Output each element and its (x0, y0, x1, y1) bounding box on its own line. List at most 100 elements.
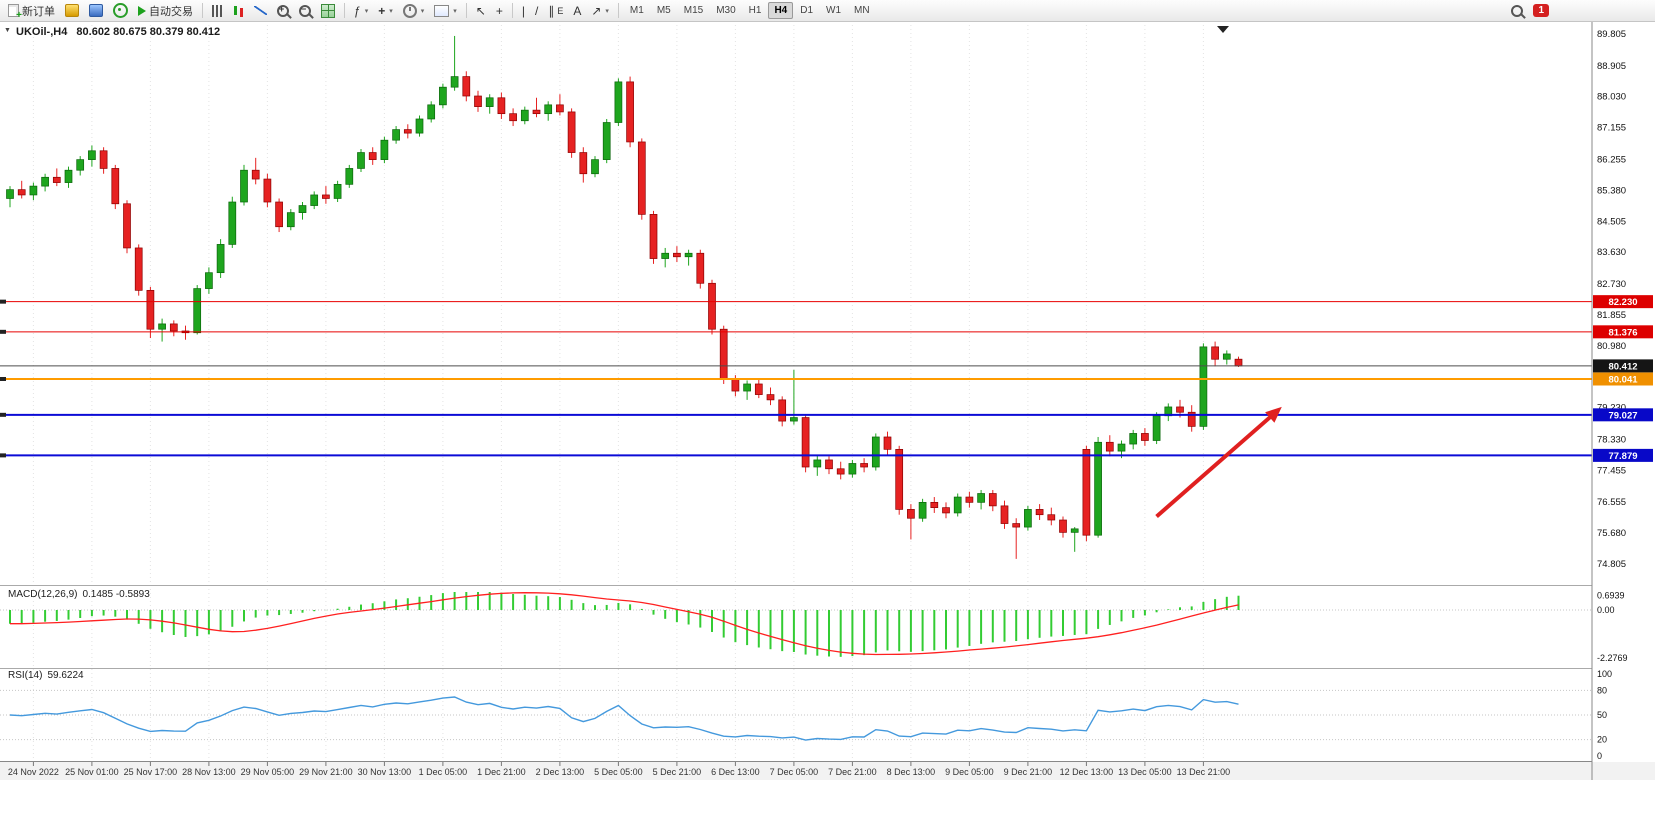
time-label: 25 Nov 17:00 (124, 767, 178, 777)
candlestick (216, 244, 225, 274)
rsi-tick-label: 20 (1597, 735, 1607, 745)
price-tick-label: 85.380 (1597, 185, 1626, 196)
price-axis[interactable] (1592, 22, 1655, 762)
candlestick (1012, 523, 1021, 528)
candlestick-mode-button[interactable] (230, 2, 248, 19)
timeframe-button-W1[interactable]: W1 (820, 2, 847, 19)
candlestick (708, 282, 716, 330)
price-tick-label: 74.805 (1597, 559, 1626, 570)
bar-chart-mode-button[interactable] (208, 2, 228, 19)
price-tick-label: 88.030 (1597, 92, 1626, 103)
time-label: 24 Nov 2022 (8, 767, 59, 777)
tile-windows-button[interactable] (317, 2, 339, 19)
trendline-tool-button[interactable]: / (531, 2, 542, 19)
main-toolbar: 新订单 自动交易 + − ƒ▾ +▾ ▾ ▾ ↖ + | / ∥E A ↗▾ M… (0, 0, 1655, 22)
line-anchor-handle[interactable] (0, 299, 6, 304)
candlestick (895, 448, 904, 510)
candlestick (403, 129, 412, 134)
candlestick (591, 159, 599, 175)
signals-button[interactable] (109, 2, 132, 19)
one-click-trading-arrow[interactable]: ▼ (4, 27, 11, 34)
indicators-button[interactable]: ƒ ▾ (350, 2, 372, 19)
rsi-tick-label: 80 (1597, 685, 1607, 695)
channel-tool-button[interactable]: ∥ E (544, 2, 567, 19)
templates-button[interactable]: ▾ (430, 2, 461, 19)
notifications-button[interactable]: 1 (1529, 2, 1553, 19)
candlestick (205, 272, 213, 289)
timeframe-button-H1[interactable]: H1 (743, 2, 768, 19)
candlestick (427, 104, 436, 120)
timeframe-button-M5[interactable]: M5 (651, 2, 677, 19)
trend-arrow-head[interactable] (1265, 406, 1282, 423)
arrows-tool-button[interactable]: ↗ ▾ (587, 2, 613, 19)
tile-windows-icon (321, 3, 335, 18)
price-tick-label: 82.730 (1597, 279, 1626, 290)
line-anchor-handle[interactable] (0, 376, 6, 381)
timeframe-button-H4[interactable]: H4 (768, 2, 794, 19)
toolbar-separator (617, 3, 619, 18)
text-tool-button[interactable]: A (569, 2, 585, 19)
line-anchor-handle[interactable] (0, 453, 6, 458)
candlestick (1199, 346, 1208, 427)
toolbar-separator (465, 3, 467, 18)
candlestick (1234, 358, 1243, 367)
candlestick (322, 194, 330, 199)
timeframe-button-D1[interactable]: D1 (794, 2, 819, 19)
new-order-button[interactable]: 新订单 (4, 2, 59, 21)
crosshair-tool-button[interactable]: + (492, 2, 507, 19)
candlestick (497, 97, 506, 115)
time-axis[interactable] (0, 762, 1655, 780)
timeframe-button-MN[interactable]: MN (848, 2, 876, 19)
candlestick (1035, 509, 1044, 516)
search-button[interactable] (1507, 2, 1527, 19)
timeframe-button-M15[interactable]: M15 (678, 2, 709, 19)
cursor-tool-button[interactable]: ↖ (472, 2, 490, 19)
zoom-in-button[interactable]: + (273, 2, 293, 19)
notification-badge: 1 (1533, 4, 1549, 17)
candlestick (579, 152, 588, 175)
candlestick (790, 417, 798, 422)
arrow-object-icon: ↗ (591, 3, 602, 18)
candlestick (380, 139, 389, 160)
candlestick (673, 252, 681, 258)
rsi-tick-label: 50 (1597, 710, 1607, 720)
trend-arrow[interactable] (1155, 411, 1277, 518)
candlestick (848, 463, 857, 475)
timeframe-button-M1[interactable]: M1 (624, 2, 650, 19)
vertical-line-tool-button[interactable]: | (518, 2, 529, 19)
candlestick (485, 97, 494, 107)
trendline-icon: / (534, 3, 539, 18)
autotrading-button[interactable]: 自动交易 (134, 2, 197, 19)
candlestick (415, 118, 424, 134)
market-watch-button[interactable] (85, 2, 107, 19)
candlestick (766, 394, 775, 401)
candlestick (556, 104, 564, 113)
scroll-position-marker (1217, 26, 1229, 33)
price-chart-canvas[interactable]: 24 Nov 2022 25 Nov 01:00 25 Nov 17:00 28 No… (0, 22, 1655, 782)
candlestick (17, 189, 26, 196)
periods-button[interactable]: ▾ (399, 2, 429, 19)
crosshair-icon: + (495, 3, 503, 18)
add-indicator-button[interactable]: + ▾ (374, 2, 397, 19)
zoom-out-button[interactable]: − (295, 2, 315, 19)
line-chart-mode-button[interactable] (250, 2, 271, 19)
candlestick (1082, 448, 1091, 536)
time-label: 8 Dec 13:00 (887, 767, 936, 777)
autotrading-label: 自动交易 (149, 5, 193, 18)
candlestick (1211, 346, 1219, 360)
candlestick (871, 436, 880, 468)
chart-window[interactable]: 24 Nov 2022 25 Nov 01:00 25 Nov 17:00 28 No… (0, 22, 1655, 782)
line-anchor-handle[interactable] (0, 329, 6, 334)
candlestick (41, 176, 49, 187)
price-tick-label: 78.330 (1597, 434, 1626, 445)
time-label: 9 Dec 05:00 (945, 767, 994, 777)
candlestick (649, 214, 658, 259)
autotrading-play-icon (138, 5, 146, 16)
time-label: 9 Dec 21:00 (1004, 767, 1053, 777)
line-anchor-handle[interactable] (0, 412, 6, 417)
candlestick (778, 399, 787, 422)
chart-window-button[interactable] (61, 2, 83, 19)
indicators-icon: ƒ (354, 3, 361, 18)
toolbar-separator (511, 3, 513, 18)
timeframe-button-M30[interactable]: M30 (710, 2, 741, 19)
